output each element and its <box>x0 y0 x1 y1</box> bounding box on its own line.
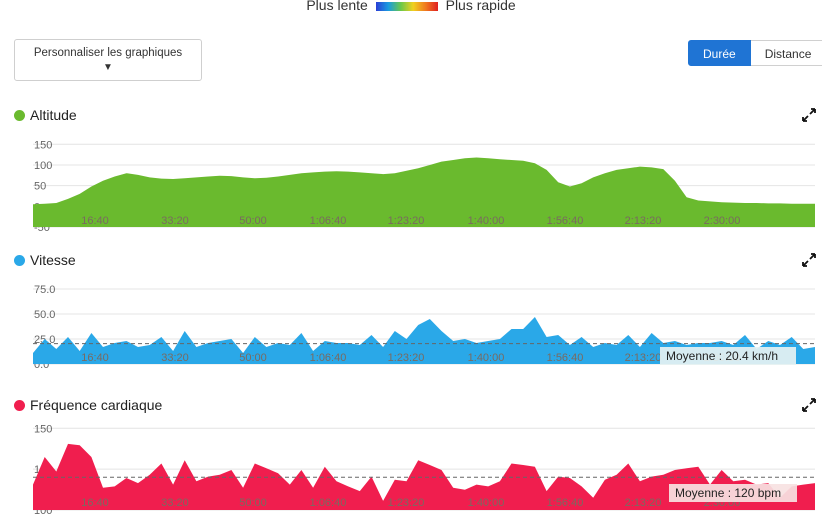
legend-slow-label: Plus lente <box>306 0 368 13</box>
series-area <box>33 157 815 227</box>
y-tick-label: 50 <box>34 181 46 193</box>
x-tick-label: 50:00 <box>239 497 267 509</box>
caret-down-icon: ▼ <box>103 62 113 73</box>
y-tick-label: 150 <box>34 423 52 435</box>
x-tick-label: 33:20 <box>161 215 189 227</box>
y-tick-label: 150 <box>34 139 52 151</box>
x-tick-label: 33:20 <box>161 497 189 509</box>
speed-dot <box>14 254 25 266</box>
heart-panel-title: Fréquence cardiaque <box>14 397 162 413</box>
y-tick-label: 75.0 <box>34 284 55 296</box>
series-area <box>33 317 815 364</box>
altitude-dot <box>14 109 25 121</box>
x-tick-label: 1:40:00 <box>468 352 505 364</box>
customize-charts-label: Personnaliser les graphiques <box>33 47 183 59</box>
x-tick-label: 1:23:20 <box>388 352 425 364</box>
altitude-chart: 150100500-5016:4033:2050:001:06:401:23:2… <box>33 139 815 234</box>
x-tick-label: 2:13:20 <box>625 497 662 509</box>
expand-icon[interactable] <box>802 253 816 267</box>
x-tick-label: 2:13:20 <box>625 215 662 227</box>
heart-dot <box>14 399 25 411</box>
legend-fast-label: Plus rapide <box>445 0 516 13</box>
y-tick-label: 50.0 <box>34 309 55 321</box>
x-tick-label: 1:06:40 <box>310 352 347 364</box>
altitude-title-text: Altitude <box>30 107 77 123</box>
expand-icon[interactable] <box>802 398 816 412</box>
average-badge-bg <box>660 347 796 365</box>
x-tick-label: 16:40 <box>81 497 109 509</box>
x-tick-label: 1:56:40 <box>547 215 584 227</box>
speed-gradient-bar <box>375 1 438 11</box>
x-tick-label: 33:20 <box>161 352 189 364</box>
x-tick-label: 1:56:40 <box>547 352 584 364</box>
x-tick-label: 2:13:20 <box>625 352 662 364</box>
mode-option-duration[interactable]: Durée <box>688 40 751 66</box>
speed-chart: 75.050.025.00.016:4033:2050:001:06:401:2… <box>33 284 815 371</box>
x-tick-label: 16:40 <box>81 215 109 227</box>
mode-option-distance[interactable]: Distance <box>750 40 822 66</box>
speed-title-text: Vitesse <box>30 252 76 268</box>
heart-title-text: Fréquence cardiaque <box>30 397 163 413</box>
x-tick-label: 1:23:20 <box>388 215 425 227</box>
average-badge: Moyenne : 20.4 km/h <box>660 347 796 365</box>
x-tick-label: 50:00 <box>239 215 267 227</box>
average-badge-bg <box>669 484 797 502</box>
expand-icon[interactable] <box>802 108 816 122</box>
x-tick-label: 1:40:00 <box>468 215 505 227</box>
y-tick-label: 100 <box>34 160 52 172</box>
customize-charts-button[interactable]: Personnaliser les graphiques ▼ <box>14 39 202 81</box>
heart-rate-chart: 15012510016:4033:2050:001:06:401:23:201:… <box>33 423 815 515</box>
average-badge-label: Moyenne : 120 bpm <box>675 486 781 500</box>
x-tick-label: 50:00 <box>239 352 267 364</box>
x-tick-label: 2:30:00 <box>704 215 741 227</box>
series-area <box>33 443 815 510</box>
axis-mode-toggle: Durée Distance <box>688 40 822 66</box>
x-tick-label: 1:23:20 <box>388 497 425 509</box>
altitude-panel-title: Altitude <box>14 107 77 123</box>
x-tick-label: 1:40:00 <box>468 497 505 509</box>
average-badge: Moyenne : 120 bpm <box>669 484 797 502</box>
x-tick-label: 1:06:40 <box>310 215 347 227</box>
x-tick-label: 1:56:40 <box>547 497 584 509</box>
average-badge-label: Moyenne : 20.4 km/h <box>666 349 778 363</box>
speed-panel-title: Vitesse <box>14 252 76 268</box>
x-tick-label: 16:40 <box>81 352 109 364</box>
x-tick-label: 1:06:40 <box>310 497 347 509</box>
speed-color-legend: Plus lente Plus rapide <box>0 0 822 13</box>
